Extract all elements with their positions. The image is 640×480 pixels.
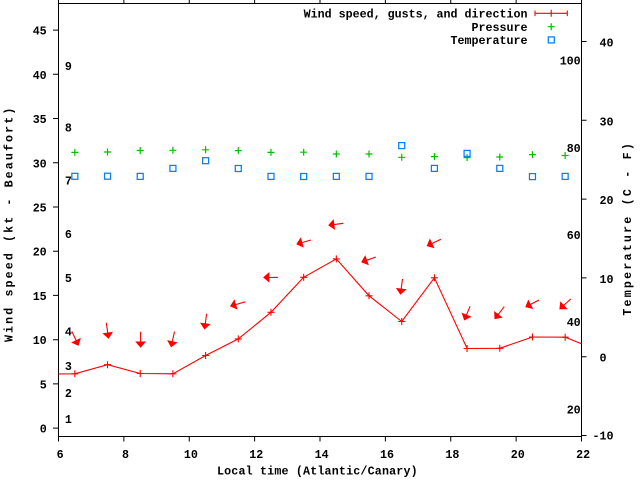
svg-text:2: 2 bbox=[65, 387, 72, 401]
svg-text:20: 20 bbox=[600, 194, 614, 208]
svg-text:15: 15 bbox=[33, 290, 47, 304]
svg-text:5: 5 bbox=[40, 378, 47, 392]
svg-text:12: 12 bbox=[249, 448, 263, 462]
svg-text:5: 5 bbox=[65, 272, 72, 286]
svg-text:10: 10 bbox=[33, 334, 47, 348]
svg-text:45: 45 bbox=[33, 25, 47, 39]
svg-text:35: 35 bbox=[33, 113, 47, 127]
svg-text:Temperature: Temperature bbox=[451, 34, 528, 48]
svg-text:25: 25 bbox=[33, 202, 47, 216]
svg-text:8: 8 bbox=[122, 448, 129, 462]
svg-text:60: 60 bbox=[567, 229, 581, 243]
svg-text:Wind speed (kt - Beaufort): Wind speed (kt - Beaufort) bbox=[3, 106, 17, 342]
svg-text:20: 20 bbox=[567, 404, 581, 418]
svg-text:16: 16 bbox=[380, 448, 394, 462]
svg-text:20: 20 bbox=[33, 246, 47, 260]
svg-text:40: 40 bbox=[567, 316, 581, 330]
svg-text:10: 10 bbox=[600, 273, 614, 287]
svg-text:40: 40 bbox=[600, 37, 614, 51]
svg-text:40: 40 bbox=[33, 69, 47, 83]
svg-text:6: 6 bbox=[65, 228, 72, 242]
svg-text:-10: -10 bbox=[593, 430, 614, 444]
svg-text:4: 4 bbox=[65, 325, 72, 339]
svg-text:6: 6 bbox=[57, 448, 64, 462]
svg-text:30: 30 bbox=[600, 115, 614, 129]
svg-text:100: 100 bbox=[560, 54, 581, 68]
svg-text:10: 10 bbox=[184, 448, 198, 462]
svg-text:1: 1 bbox=[65, 413, 72, 427]
svg-text:8: 8 bbox=[65, 121, 72, 135]
svg-text:3: 3 bbox=[65, 360, 72, 374]
svg-text:0: 0 bbox=[600, 352, 607, 366]
svg-text:30: 30 bbox=[33, 157, 47, 171]
svg-text:14: 14 bbox=[315, 448, 329, 462]
svg-text:9: 9 bbox=[65, 60, 72, 74]
svg-text:Pressure: Pressure bbox=[472, 21, 528, 35]
svg-text:22: 22 bbox=[576, 448, 590, 462]
svg-text:0: 0 bbox=[40, 423, 47, 437]
svg-text:Temperature (C - F): Temperature (C - F) bbox=[621, 141, 635, 316]
svg-text:18: 18 bbox=[445, 448, 459, 462]
svg-text:Local time (Atlantic/Canary): Local time (Atlantic/Canary) bbox=[217, 465, 418, 479]
svg-text:80: 80 bbox=[567, 142, 581, 156]
svg-text:7: 7 bbox=[65, 175, 72, 189]
svg-text:Wind speed, gusts, and directi: Wind speed, gusts, and direction bbox=[304, 7, 528, 21]
svg-text:20: 20 bbox=[511, 448, 525, 462]
